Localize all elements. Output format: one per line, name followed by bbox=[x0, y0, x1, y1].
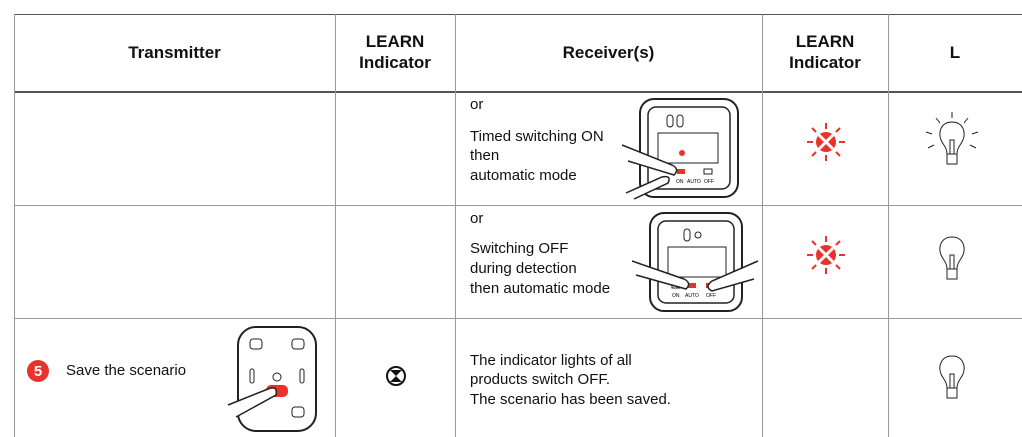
cell-text: The indicator lights of all bbox=[470, 352, 632, 369]
header-cell: Transmitter bbox=[14, 42, 335, 63]
indicator-flashing bbox=[807, 123, 845, 161]
cell-text: automatic mode bbox=[470, 167, 577, 184]
cell-text: Timed switching ON bbox=[470, 128, 604, 145]
rule bbox=[762, 14, 763, 437]
header-text: L bbox=[949, 43, 961, 62]
cell-text: or bbox=[470, 210, 484, 227]
rule bbox=[455, 14, 456, 437]
cell-text: then automatic mode bbox=[470, 280, 611, 297]
cell-text: Switching OFF bbox=[470, 240, 569, 257]
button-label: OFF bbox=[704, 179, 714, 185]
rule bbox=[14, 205, 1022, 206]
receiver-device: ON AUTO OFF bbox=[621, 98, 739, 200]
rule bbox=[14, 318, 1022, 319]
step-badge: 5 bbox=[27, 360, 49, 382]
button-label: ON bbox=[672, 293, 680, 299]
cell-text: then bbox=[470, 147, 500, 164]
rule bbox=[14, 14, 15, 437]
bulb-off bbox=[939, 236, 965, 280]
button-label: ON bbox=[676, 179, 684, 185]
header-cell: LEARN Indicator bbox=[335, 31, 455, 73]
indicator-flashing bbox=[807, 236, 845, 274]
header-text: Transmitter bbox=[128, 43, 221, 62]
cell-text: The scenario has been saved. bbox=[470, 391, 671, 408]
header-text: Indicator bbox=[359, 53, 431, 72]
button-label: AUTO bbox=[685, 293, 699, 299]
rule bbox=[888, 14, 889, 437]
indicator-off bbox=[386, 366, 406, 386]
step-number: 5 bbox=[34, 363, 42, 380]
transmitter-device bbox=[227, 326, 317, 432]
cell-text: during detection bbox=[470, 260, 577, 277]
bulb-on bbox=[925, 112, 979, 165]
header-text: Indicator bbox=[789, 53, 861, 72]
header-cell: Receiver(s) bbox=[455, 42, 762, 63]
rule bbox=[14, 91, 1022, 93]
cell-text: or bbox=[470, 96, 484, 113]
receiver-device: ON AUTO OFF bbox=[631, 212, 759, 312]
header-cell: L bbox=[888, 42, 1022, 63]
rule bbox=[335, 14, 336, 437]
cell-text: products switch OFF. bbox=[470, 371, 611, 388]
bulb-off bbox=[939, 355, 965, 399]
rule bbox=[14, 14, 1022, 15]
header-text: LEARN bbox=[365, 32, 425, 51]
button-label: AUTO bbox=[687, 179, 701, 185]
header-cell: LEARN Indicator bbox=[762, 31, 888, 73]
button-label: OFF bbox=[706, 293, 716, 299]
header-text: LEARN bbox=[795, 32, 855, 51]
header-text: Receiver(s) bbox=[562, 43, 655, 62]
cell-text: Save the scenario bbox=[66, 362, 187, 379]
